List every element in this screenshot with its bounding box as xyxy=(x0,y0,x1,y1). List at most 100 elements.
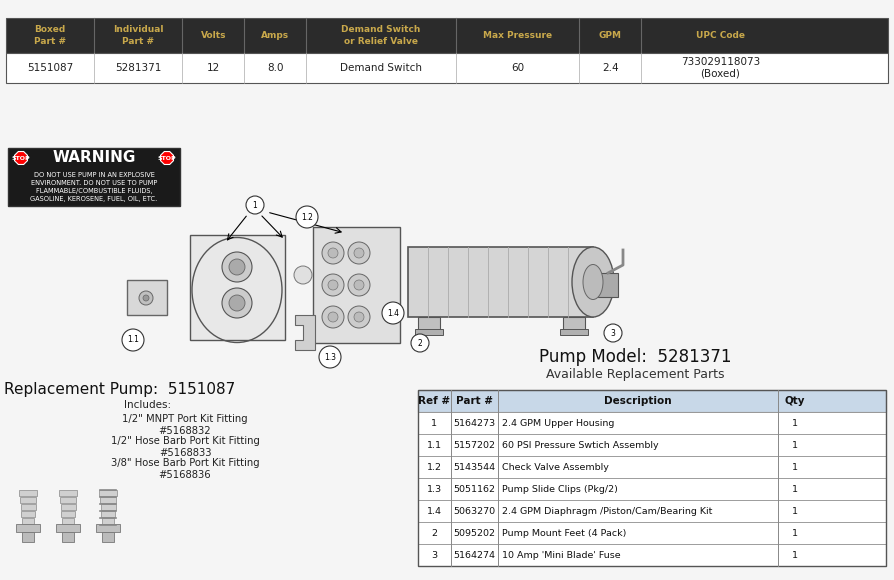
Text: 1: 1 xyxy=(792,484,797,494)
Text: 2.4 GPM Upper Housing: 2.4 GPM Upper Housing xyxy=(502,419,614,427)
Text: Description: Description xyxy=(604,396,671,406)
Polygon shape xyxy=(295,315,315,350)
Text: 1.2: 1.2 xyxy=(426,462,442,472)
Circle shape xyxy=(246,196,264,214)
Text: Pump Mount Feet (4 Pack): Pump Mount Feet (4 Pack) xyxy=(502,528,626,538)
Text: 5281371: 5281371 xyxy=(115,63,162,73)
Text: Demand Switch
or Relief Valve: Demand Switch or Relief Valve xyxy=(342,26,420,46)
Ellipse shape xyxy=(322,274,344,296)
Bar xyxy=(96,524,120,532)
Text: GPM: GPM xyxy=(599,31,621,40)
Bar xyxy=(61,504,75,510)
Circle shape xyxy=(122,329,144,351)
Ellipse shape xyxy=(222,288,252,318)
Text: 10 Amp 'Mini Blade' Fuse: 10 Amp 'Mini Blade' Fuse xyxy=(502,550,620,560)
Text: 5063270: 5063270 xyxy=(453,506,495,516)
Text: Amps: Amps xyxy=(261,31,289,40)
Text: Check Valve Assembly: Check Valve Assembly xyxy=(502,462,609,472)
Bar xyxy=(56,524,80,532)
Ellipse shape xyxy=(322,242,344,264)
Text: 733029118073
(Boxed): 733029118073 (Boxed) xyxy=(681,57,760,79)
Text: 1/2" MNPT Port Kit Fitting
#5168832: 1/2" MNPT Port Kit Fitting #5168832 xyxy=(122,414,248,436)
Bar xyxy=(102,532,114,542)
Bar xyxy=(418,434,886,456)
Text: 5095202: 5095202 xyxy=(453,528,495,538)
Bar xyxy=(127,280,167,315)
Text: 5164273: 5164273 xyxy=(453,419,495,427)
Circle shape xyxy=(604,324,622,342)
Bar xyxy=(19,490,37,496)
Text: STOP: STOP xyxy=(157,155,176,161)
Text: 1: 1 xyxy=(792,440,797,450)
Bar xyxy=(418,456,886,478)
Text: Qty: Qty xyxy=(785,396,805,406)
Ellipse shape xyxy=(348,306,370,328)
Text: 5051162: 5051162 xyxy=(453,484,495,494)
Text: 1.2: 1.2 xyxy=(301,212,313,222)
Circle shape xyxy=(319,346,341,368)
Text: 1: 1 xyxy=(792,419,797,427)
Bar xyxy=(20,497,37,503)
Bar xyxy=(418,544,886,566)
Bar xyxy=(418,390,886,412)
Ellipse shape xyxy=(354,312,364,322)
Bar xyxy=(62,511,75,517)
Text: Replacement Pump:  5151087: Replacement Pump: 5151087 xyxy=(4,382,236,397)
Ellipse shape xyxy=(354,280,364,290)
Polygon shape xyxy=(161,151,173,165)
Bar xyxy=(60,497,76,503)
Text: 1.1: 1.1 xyxy=(127,335,139,345)
Text: 3: 3 xyxy=(431,550,437,560)
Text: Part #: Part # xyxy=(456,396,493,406)
Bar xyxy=(190,235,285,340)
Text: 5143544: 5143544 xyxy=(453,462,495,472)
Text: Includes:: Includes: xyxy=(124,400,172,410)
Text: Demand Switch: Demand Switch xyxy=(340,63,422,73)
Bar xyxy=(102,518,114,524)
Bar xyxy=(418,412,886,434)
Ellipse shape xyxy=(328,280,338,290)
Ellipse shape xyxy=(139,291,153,305)
Ellipse shape xyxy=(572,247,614,317)
Text: DO NOT USE PUMP IN AN EXPLOSIVE
ENVIRONMENT. DO NOT USE TO PUMP
FLAMMABLE/COMBUS: DO NOT USE PUMP IN AN EXPLOSIVE ENVIRONM… xyxy=(30,172,157,202)
Bar xyxy=(598,273,618,297)
Bar xyxy=(418,390,886,566)
Text: 1.3: 1.3 xyxy=(426,484,442,494)
Text: 5157202: 5157202 xyxy=(453,440,495,450)
Text: Pump Model:  5281371: Pump Model: 5281371 xyxy=(539,348,731,366)
Text: Max Pressure: Max Pressure xyxy=(483,31,552,40)
Bar xyxy=(418,478,886,500)
Text: UPC Code: UPC Code xyxy=(696,31,745,40)
Bar xyxy=(418,317,440,333)
Text: 1: 1 xyxy=(792,462,797,472)
Text: Individual
Part #: Individual Part # xyxy=(113,26,164,46)
Bar xyxy=(415,329,443,335)
Text: 1: 1 xyxy=(792,528,797,538)
Bar xyxy=(418,522,886,544)
Text: 5151087: 5151087 xyxy=(27,63,73,73)
Bar xyxy=(6,53,888,83)
Polygon shape xyxy=(14,151,28,165)
Text: Ref #: Ref # xyxy=(418,396,451,406)
Text: 2.4: 2.4 xyxy=(602,63,619,73)
Bar xyxy=(59,490,77,496)
Ellipse shape xyxy=(583,264,603,299)
Ellipse shape xyxy=(354,248,364,258)
Text: 5164274: 5164274 xyxy=(453,550,495,560)
Text: Pump Slide Clips (Pkg/2): Pump Slide Clips (Pkg/2) xyxy=(502,484,618,494)
Text: WARNING: WARNING xyxy=(53,150,136,165)
Circle shape xyxy=(382,302,404,324)
Ellipse shape xyxy=(348,242,370,264)
Bar xyxy=(100,504,115,510)
Text: 2: 2 xyxy=(432,528,437,538)
Ellipse shape xyxy=(328,248,338,258)
Bar xyxy=(408,247,593,317)
Text: 2.4 GPM Diaphragm /Piston/Cam/Bearing Kit: 2.4 GPM Diaphragm /Piston/Cam/Bearing Ki… xyxy=(502,506,712,516)
Ellipse shape xyxy=(229,259,245,275)
Bar xyxy=(21,511,35,517)
Bar xyxy=(16,524,40,532)
Text: 60: 60 xyxy=(511,63,524,73)
Polygon shape xyxy=(313,227,400,343)
Ellipse shape xyxy=(348,274,370,296)
Bar xyxy=(101,511,114,517)
